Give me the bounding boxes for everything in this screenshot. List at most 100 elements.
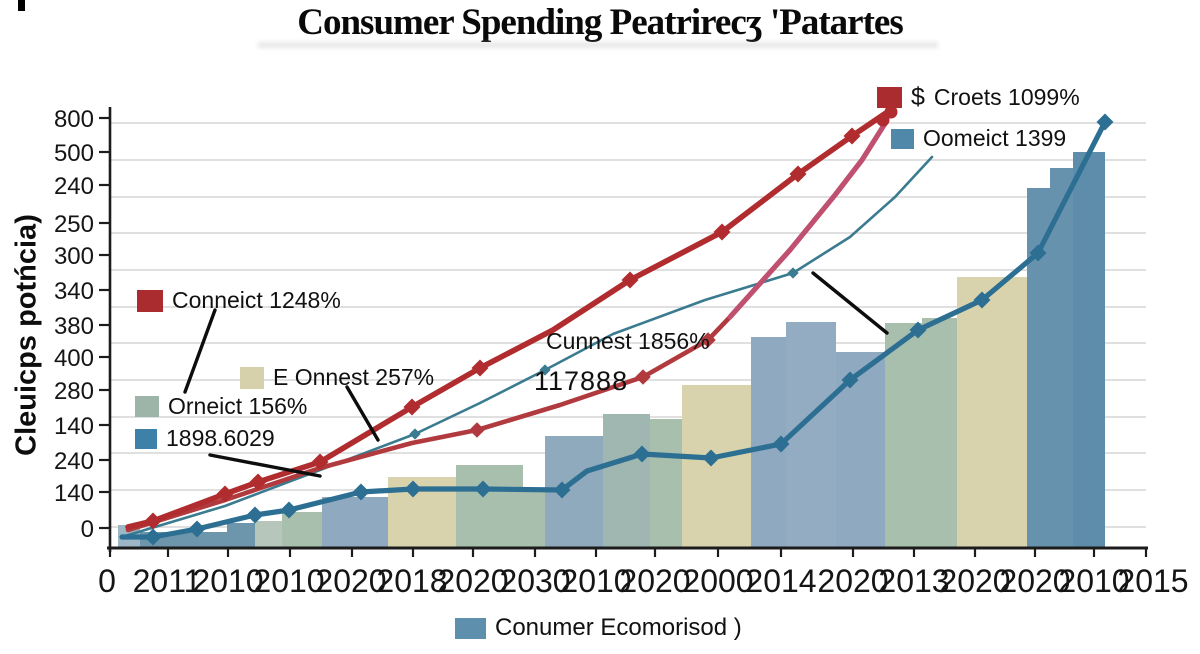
bar — [922, 318, 957, 548]
bar — [885, 323, 922, 548]
x-tick-label: 2020 — [817, 563, 888, 599]
blue-line-marker — [973, 291, 991, 309]
y-tick-label: 140 — [54, 480, 94, 507]
red-line-marker — [144, 512, 162, 530]
legend-swatch-red — [877, 87, 902, 108]
blue-line-marker — [633, 445, 651, 463]
bar — [650, 419, 682, 548]
y-tick-label: 250 — [54, 211, 94, 238]
x-tick-label: 2010 — [192, 563, 263, 599]
blue-line-marker — [841, 371, 859, 389]
y-tick-label: 500 — [54, 140, 94, 167]
annotation-leader-line — [208, 453, 322, 478]
chart-title: Consumer Spending Peatrirecʒ 'Patartes — [297, 2, 904, 43]
x-tick-label: 2020 — [999, 563, 1070, 599]
blue-line-marker — [772, 435, 790, 453]
x-tick-label: 2000 — [682, 563, 753, 599]
y-tick-label: 280 — [54, 378, 94, 405]
bar — [682, 385, 751, 548]
legend-orneict: Orneict 156% — [135, 393, 307, 420]
bar — [957, 277, 1027, 548]
bar — [1027, 188, 1050, 548]
x-tick-label: 2014 — [745, 563, 816, 599]
legend-swatch-blue — [455, 617, 486, 639]
annotation-leader-line — [811, 271, 889, 335]
y-tick-label: 240 — [54, 448, 94, 475]
annotation-value: 117888 — [534, 366, 629, 396]
legend-label: E Onnest 257% — [273, 364, 435, 390]
y-tick-label: 300 — [54, 243, 94, 270]
corner-artifact — [18, 0, 25, 11]
x-tick-label: 2020 — [619, 563, 690, 599]
x-tick-label: 2020 — [437, 563, 508, 599]
legend-croets: $ Croets 1099% — [877, 83, 1080, 112]
y-tick-label: 240 — [54, 173, 94, 200]
y-tick-label: 800 — [54, 106, 94, 133]
bar — [456, 465, 523, 548]
legend-label: Conneict 1248% — [172, 287, 341, 313]
legend-label: Orneict 156% — [168, 393, 308, 419]
x-tick-label: 2013 — [878, 563, 949, 599]
blue-line-marker — [144, 528, 162, 546]
dollar-icon: $ — [911, 83, 925, 111]
bar — [1073, 152, 1105, 548]
legend-swatch-red — [137, 289, 163, 312]
legend-swatch-sage — [135, 396, 159, 417]
blue-line-marker — [702, 449, 720, 467]
blue-line-marker — [553, 481, 571, 499]
bar — [255, 521, 282, 548]
y-axis-title: Cleuicps potńcia) — [10, 214, 43, 456]
red-line-marker — [713, 223, 731, 241]
legend-label: Conumer Ecomorisod ) — [495, 614, 742, 641]
red-line-marker — [843, 127, 861, 145]
legend-swatch-blue — [135, 428, 157, 449]
legend-label: Oomeict 1399 — [923, 125, 1067, 151]
blue-line — [119, 119, 1108, 540]
legend-label: 1898.6029 — [166, 425, 275, 451]
crimson-line-lower-marker — [469, 422, 485, 438]
y-tick-label: 400 — [54, 345, 94, 372]
title-underline-smudge — [258, 42, 938, 48]
x-tick-label: 2020 — [939, 563, 1010, 599]
x-tick-label: 2010 — [253, 563, 324, 599]
legend-bottom-conumer: Conumer Ecomorisod ) — [455, 614, 742, 642]
x-tick-label: 0 — [98, 563, 116, 599]
legend-1898-6029: 1898.6029 — [135, 425, 275, 452]
legend-conneict: Conneict 1248% — [137, 287, 341, 314]
teal-line-marker — [409, 428, 421, 440]
bar — [1050, 168, 1073, 548]
x-tick-label: 2010 — [560, 563, 631, 599]
bar — [322, 497, 388, 548]
x-tick-label: 2020 — [315, 563, 386, 599]
x-tick-label: 2010 — [1058, 563, 1129, 599]
blue-line-marker — [246, 506, 264, 524]
annotation-leader-line — [183, 308, 217, 394]
blue-line-marker — [188, 520, 206, 538]
y-tick-label: 380 — [54, 313, 94, 340]
red-line-marker — [621, 271, 639, 289]
x-tick-label: 2018 — [376, 563, 447, 599]
line-endpoint-dot — [884, 105, 898, 119]
x-tick-label: 2030 — [499, 563, 570, 599]
legend-swatch-beige — [240, 366, 264, 389]
y-tick-label: 340 — [54, 278, 94, 305]
teal-line — [123, 155, 934, 538]
y-tick-label: 140 — [54, 413, 94, 440]
crimson-line-upper — [727, 119, 889, 320]
x-tick-label: 2011 — [133, 563, 202, 599]
legend-swatch-blue — [891, 128, 914, 149]
legend-e-onnest: E Onnest 257% — [240, 364, 434, 391]
red-line-marker — [789, 165, 807, 183]
line-endpoint-dot — [876, 113, 890, 127]
legend-label: Croets 1099% — [933, 84, 1080, 110]
y-tick-label: 0 — [81, 516, 94, 543]
blue-line-marker — [909, 321, 927, 339]
bar — [603, 414, 650, 548]
legend-oomeict: Oomeict 1399 — [891, 125, 1066, 152]
bar — [227, 523, 255, 548]
x-tick-label: 2015 — [1117, 563, 1188, 599]
annotation-leader-line — [345, 385, 380, 442]
bar — [523, 488, 545, 548]
